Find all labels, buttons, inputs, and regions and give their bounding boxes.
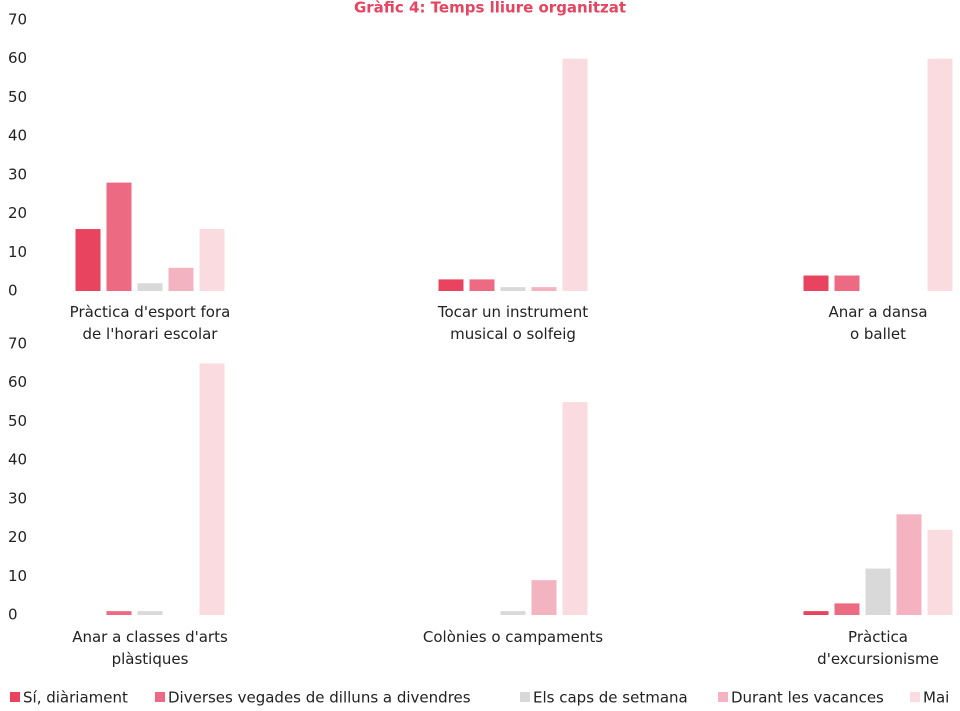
chart-title: Gràfic 4: Temps lliure organitzat <box>354 0 626 17</box>
legend-swatch <box>910 692 920 702</box>
bar <box>896 514 922 615</box>
legend-label: Sí, diàriament <box>23 689 128 707</box>
bar <box>438 279 464 291</box>
y-tick-label: 40 <box>8 127 27 145</box>
x-tick-label: Colònies o campaments <box>423 628 603 646</box>
bar <box>803 611 829 615</box>
legend-label: Els caps de setmana <box>533 689 688 707</box>
y-tick-label: 0 <box>8 282 18 300</box>
bar <box>75 229 101 291</box>
x-tick-label: Tocar un instrument musical o solfeig <box>437 303 588 343</box>
bar <box>865 568 891 615</box>
legend-swatch <box>520 692 530 702</box>
y-tick-label: 60 <box>8 49 27 67</box>
bar <box>562 58 588 291</box>
y-tick-label: 10 <box>8 243 27 261</box>
bar <box>531 287 557 291</box>
bar <box>803 275 829 291</box>
y-tick-label: 20 <box>8 528 27 546</box>
bar <box>927 529 953 615</box>
bar <box>927 58 953 291</box>
y-tick-label: 10 <box>8 567 27 585</box>
bar <box>168 267 194 291</box>
bar <box>469 279 495 291</box>
bar <box>199 229 225 291</box>
y-tick-label: 70 <box>8 335 27 353</box>
y-tick-label: 20 <box>8 204 27 222</box>
x-tick-label: Pràctica d'excursionisme <box>817 628 939 668</box>
bar <box>199 363 225 615</box>
legend-label: Diverses vegades de dilluns a divendres <box>168 689 471 707</box>
bar <box>137 611 163 615</box>
legend-swatch <box>155 692 165 702</box>
y-tick-label: 40 <box>8 451 27 469</box>
y-tick-label: 30 <box>8 165 27 183</box>
legend-label: Mai <box>923 689 949 707</box>
legend-swatch <box>10 692 20 702</box>
legend-swatch <box>718 692 728 702</box>
bar <box>834 275 860 291</box>
legend-label: Durant les vacances <box>731 689 884 707</box>
bar <box>531 580 557 615</box>
x-tick-label: Anar a dansa o ballet <box>828 303 927 343</box>
y-tick-label: 50 <box>8 88 27 106</box>
bar <box>106 611 132 615</box>
x-tick-label: Pràctica d'esport fora de l'horari escola… <box>70 303 231 343</box>
bar <box>500 287 526 291</box>
bar <box>106 182 132 291</box>
bar <box>137 283 163 291</box>
y-tick-label: 50 <box>8 412 27 430</box>
y-tick-label: 0 <box>8 606 18 624</box>
y-tick-label: 70 <box>8 11 27 29</box>
x-tick-label: Anar a classes d'arts plàstiques <box>72 628 228 668</box>
bar <box>834 603 860 615</box>
y-tick-label: 30 <box>8 489 27 507</box>
y-tick-label: 60 <box>8 373 27 391</box>
bar <box>500 611 526 615</box>
bar <box>562 402 588 615</box>
